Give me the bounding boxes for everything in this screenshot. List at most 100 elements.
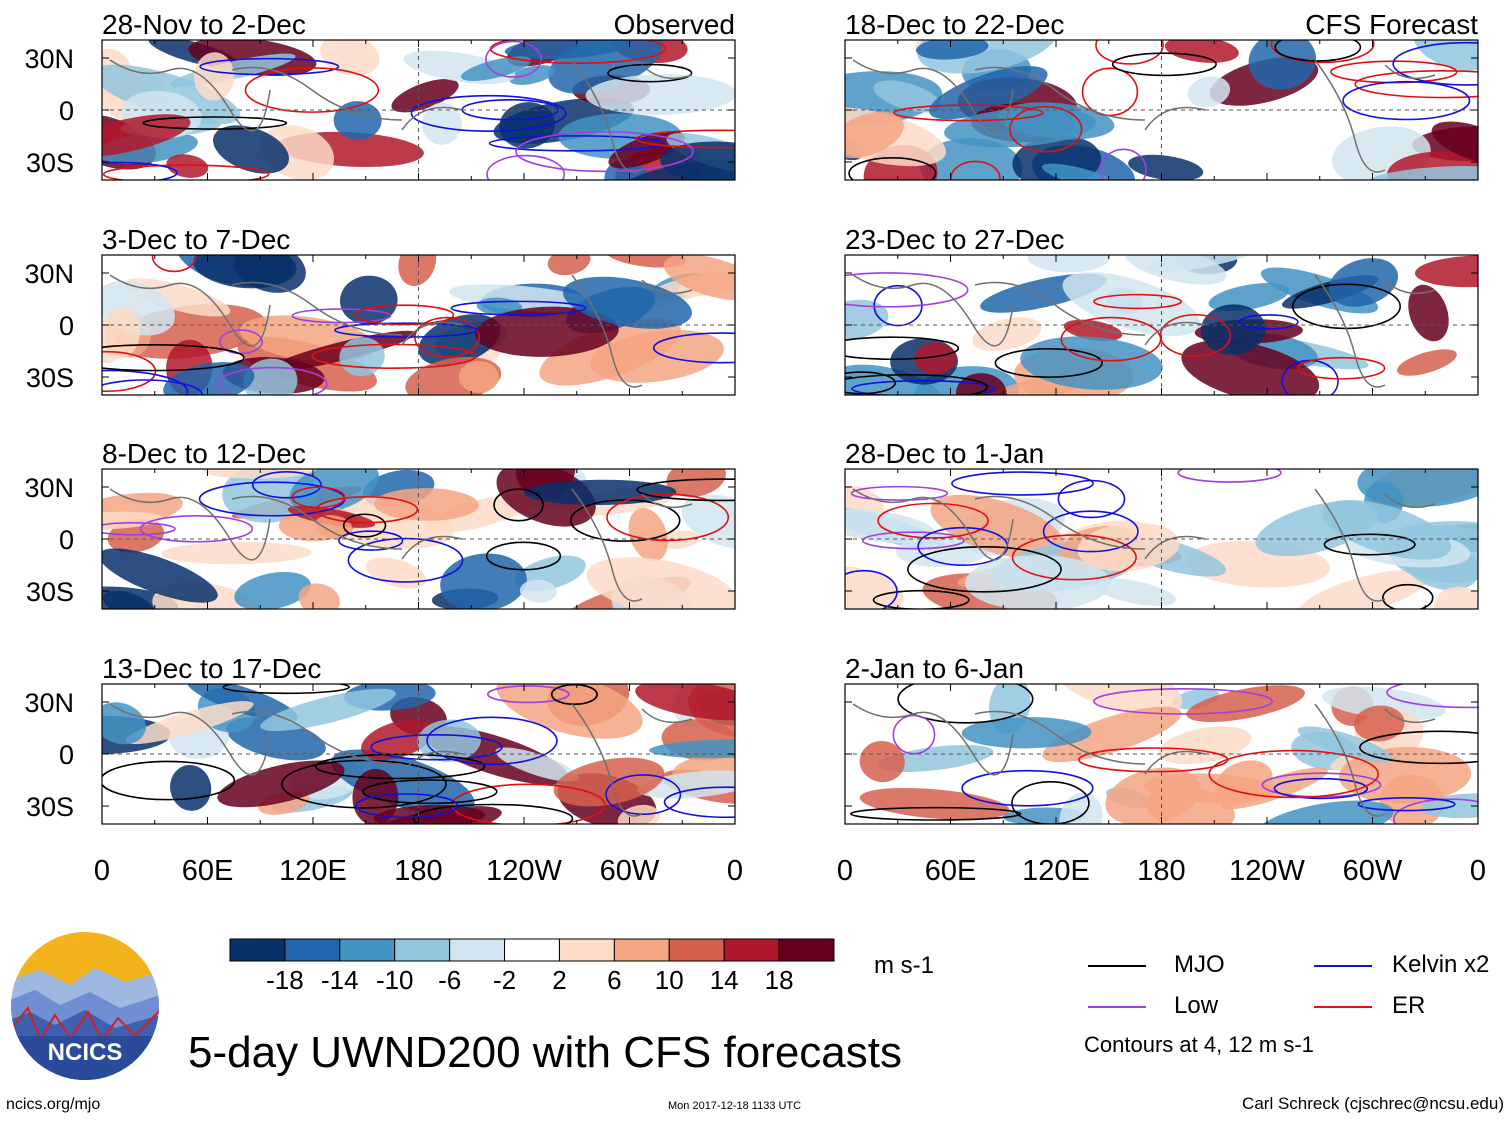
contour-er [315,495,419,524]
panel-period-p4: 13-Dec to 17-Dec [102,653,321,684]
coastline [109,703,693,817]
colorbar-label: 10 [655,965,684,995]
contour-mjo [281,759,447,809]
anomaly-blob [102,511,164,530]
anomaly-blob [663,255,735,301]
contour-mjo [142,116,288,130]
anomaly-blob [590,330,724,383]
contour-kelvin [338,530,404,551]
contour-kelvin [605,774,682,815]
x-tick-label: 120E [279,855,347,887]
anomaly-blob [1396,349,1457,376]
anomaly-blob [333,101,382,140]
coastline [852,274,1436,388]
anomaly-blob [1431,121,1478,165]
anomaly-blob [161,541,312,565]
anomaly-blob [965,555,1111,609]
contour-kelvin [102,161,178,180]
contour-kelvin [199,57,340,76]
contour-er [311,343,477,369]
x-tick-label: 180 [1137,855,1185,887]
anomaly-blob [930,494,1065,560]
contour-kelvin [1057,479,1126,519]
panel-p3: 8-Dec to 12-Dec [101,438,736,610]
y-tick-label: 30N [24,473,74,503]
contour-mjo [994,348,1103,378]
contour-kelvin [652,332,735,364]
anomaly-blob [1093,578,1176,606]
panel-period-p5: 18-Dec to 22-Dec [845,9,1064,40]
contour-note: Contours at 4, 12 m s-1 [1084,1032,1314,1057]
contour-low [515,131,694,173]
colorbar-label: -10 [376,965,414,995]
author-credit: Carl Schreck (cjschrec@ncsu.edu) [1242,1094,1504,1113]
contour-low [1392,798,1478,824]
contour-er [1354,70,1478,99]
coastline [852,59,1436,173]
anomaly-blob [217,760,345,808]
legend-swatch-kelvin [1314,965,1372,967]
anomaly-blob [617,804,660,824]
x-tick-label: 120E [1022,855,1090,887]
anomaly-blob [1158,726,1252,765]
anomaly-blob [234,571,311,609]
site-url-link[interactable]: ncics.org/mjo [6,1096,101,1113]
colorbar-label: -14 [321,965,359,995]
coastline [109,488,693,602]
anomaly-blob [374,488,479,521]
anomaly-blob [859,741,905,783]
anomaly-blob [474,306,619,357]
contour-kelvin [251,470,322,499]
contour-kelvin [102,369,189,395]
x-tick-label: 0 [727,855,743,887]
contour-mjo [1323,533,1416,556]
anomaly-blob [102,548,218,603]
x-tick-label: 60E [925,855,977,887]
panels-layer: 28-Nov to 2-Dec Observed 3-Dec to 7-Dec 8-D… [101,9,1479,825]
colorbar-swatch [723,938,780,962]
contour-kelvin [1042,510,1139,553]
x-tick-label: 60W [1343,855,1403,887]
contour-low [861,531,965,550]
contour-mjo [569,499,681,542]
panel-p2: 3-Dec to 7-Dec [101,224,736,396]
contour-kelvin [1357,797,1456,812]
contour-er [877,502,989,539]
y-tick-label: 30S [26,363,74,393]
coastline [109,59,693,173]
anomaly-blob [1128,154,1204,180]
contour-er [451,783,606,824]
anomaly-blob [1059,792,1103,824]
colorbar-swatch [778,938,835,962]
contour-mjo [849,806,1022,821]
anomaly-blob [1062,272,1201,337]
panel-field-p5 [845,40,1478,180]
legend-label-mjo: MJO [1174,951,1225,978]
anomaly-blob [660,141,735,180]
x-tick-label: 120W [1229,855,1305,887]
contour-kelvin [410,94,567,132]
contour-low [892,714,936,755]
anomaly-blob [666,469,726,497]
contour-kelvin [347,537,464,583]
anomaly-blob [637,770,735,799]
anomaly-blob [1357,469,1478,508]
contour-low [486,154,566,180]
anomaly-blob [586,557,735,609]
x-tick-label: 60W [600,855,660,887]
anomaly-blob [203,469,317,479]
anomaly-blob [298,583,340,609]
anomaly-blob [102,114,191,157]
contour-low [1099,148,1147,180]
anomaly-blob [1328,258,1399,307]
anomaly-blob [628,508,668,562]
anomaly-blob [1408,284,1449,342]
contour-kelvin [355,793,459,819]
contour-mjo [1382,583,1434,609]
anomaly-blob [102,590,155,609]
anomaly-blob [1181,340,1320,395]
contour-mjo [845,336,960,361]
y-tick-label: 0 [59,525,74,555]
anomaly-blob [260,688,396,732]
coastline [852,488,1436,602]
